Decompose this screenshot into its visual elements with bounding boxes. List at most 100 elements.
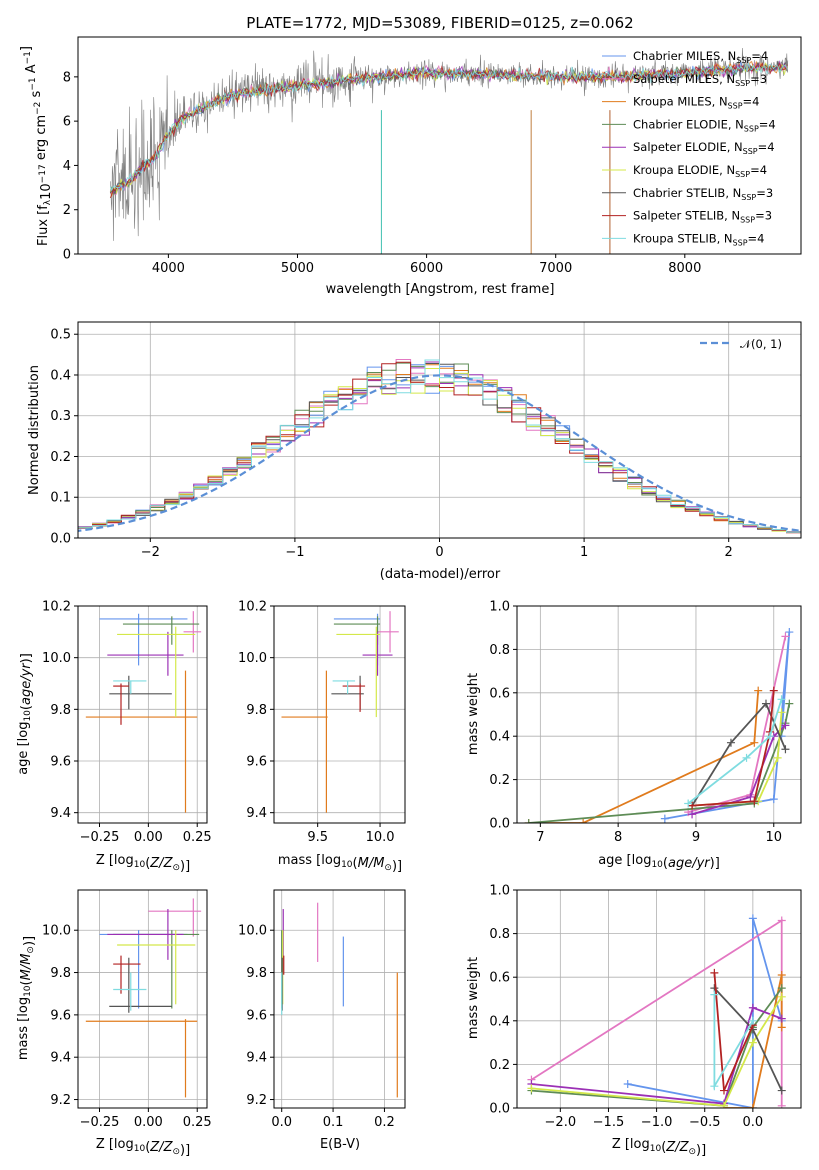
x-tick-label: 8000 — [668, 261, 701, 276]
y-tick-label: 9.8 — [246, 966, 267, 981]
weight-marker — [785, 628, 794, 637]
weight-marker — [748, 914, 757, 923]
axes-frame — [77, 36, 802, 255]
y-tick-label: 0.3 — [50, 409, 71, 424]
age_vs_Z-xlabel: Z [log10(Z/Z⊙)] — [96, 853, 190, 874]
legend-entry-7: Salpeter STELIB, NSSP=3 — [633, 209, 772, 225]
residuals-ylabel: Normed distribution — [27, 365, 42, 495]
model-spectrum-8 — [109, 62, 788, 192]
legend-entry-2: Kroupa MILES, NSSP=4 — [633, 95, 759, 111]
plot-area-mass_vs_Z — [85, 898, 202, 1098]
axes-frame — [77, 889, 208, 1109]
weight-marker — [710, 1082, 719, 1091]
y-tick-label: 8 — [63, 70, 71, 85]
axes-residuals: −2 −1 0 1 2 0.0 0.1 0.2 0.3 0.4 0.5 (data-model)/er… — [27, 321, 802, 582]
x-tick-label: 8 — [614, 830, 622, 845]
weight_vs_Z-ylabel: mass weight — [466, 957, 481, 1039]
y-tick-label: 9.2 — [246, 1093, 267, 1108]
spectrum-legend: Chabrier MILES, NSSP=4 Salpeter MILES, NS… — [602, 49, 776, 247]
x-tick-label: −0.25 — [80, 830, 120, 845]
axes-spectrum: 4000 5000 6000 7000 8000 0 2 4 6 8 wavelength [Ang… — [19, 36, 802, 297]
y-tick-label: 0.0 — [50, 532, 71, 547]
weight-marker — [710, 990, 719, 999]
x-tick-label: 5000 — [281, 261, 314, 276]
weight-series-0 — [627, 918, 783, 1108]
legend-entry-6: Chabrier STELIB, NSSP=3 — [633, 186, 773, 202]
y-tick-label: 0 — [63, 248, 71, 263]
figure-title: PLATE=1772, MJD=53089, FIBERID=0125, z=0… — [246, 14, 633, 32]
y-tick-label: 9.6 — [50, 1008, 71, 1023]
weight-marker — [742, 753, 751, 762]
y-tick-label: 10.0 — [238, 924, 267, 939]
axes-frame — [273, 605, 406, 824]
weight-marker — [748, 1016, 757, 1025]
y-tick-label: 9.8 — [246, 703, 267, 718]
x-tick-label: 9 — [692, 830, 700, 845]
residual-histogram-7 — [78, 361, 801, 534]
weight-marker — [777, 1023, 786, 1032]
weight-series-4 — [531, 1006, 783, 1105]
x-tick-label: 0.25 — [183, 830, 212, 845]
weight-series-2 — [724, 974, 783, 1108]
weight-series-7 — [692, 690, 775, 807]
y-tick-label: 0.4 — [50, 368, 71, 383]
weight-marker — [769, 686, 778, 695]
residual-histogram-8 — [78, 359, 801, 535]
legend-entry-8: Kroupa STELIB, NSSP=4 — [633, 231, 764, 247]
y-tick-label: 0.6 — [489, 686, 510, 701]
legend-entry-3: Chabrier ELODIE, NSSP=4 — [633, 117, 776, 133]
x-tick-label: 0.1 — [323, 1115, 344, 1130]
weight-marker — [726, 738, 735, 747]
y-tick-label: 10.2 — [238, 600, 267, 615]
weight-series-5 — [531, 996, 783, 1107]
y-tick-label: 0.2 — [489, 1058, 510, 1073]
weight-marker — [777, 1101, 786, 1108]
weight-marker — [527, 1084, 536, 1093]
weight_vs_age-ylabel: mass weight — [466, 673, 481, 755]
x-tick-label: −2.0 — [545, 1115, 577, 1130]
x-tick-label: 0.0 — [743, 1115, 764, 1130]
plot-area-mass_vs_ebv — [281, 902, 398, 1098]
weight-marker — [748, 1003, 757, 1012]
y-tick-label: 0.2 — [50, 450, 71, 465]
weight-marker — [777, 695, 786, 704]
weight-marker — [777, 1086, 786, 1095]
weight-marker — [750, 738, 759, 747]
x-tick-label: 7000 — [539, 261, 572, 276]
weight-marker — [710, 968, 719, 977]
weight-series-2 — [528, 690, 760, 823]
y-tick-label: 9.6 — [246, 755, 267, 770]
weight-series-5 — [692, 712, 783, 807]
y-tick-label: 9.4 — [50, 806, 71, 821]
y-tick-label: 9.4 — [246, 806, 267, 821]
x-tick-label: −1.5 — [593, 1115, 625, 1130]
plot-area-weight_vs_age — [524, 628, 794, 823]
y-tick-label: 0.6 — [489, 971, 510, 986]
mass_vs_Z-ylabel: mass [log10(M/M⊙)] — [16, 936, 37, 1060]
weight-marker — [754, 686, 763, 695]
plot-area-age_vs_Z — [85, 611, 202, 813]
y-tick-label: 0.8 — [489, 643, 510, 658]
y-tick-label: 9.6 — [246, 1008, 267, 1023]
spectrum-ylabel: Flux [fλ10−17 erg cm−2 s−1 A−1] — [19, 46, 54, 246]
y-tick-label: 9.4 — [50, 1051, 71, 1066]
x-tick-label: 1 — [580, 545, 588, 560]
y-tick-label: 0.0 — [489, 1102, 510, 1117]
weight-marker — [623, 1080, 632, 1089]
weight-series-6 — [691, 701, 787, 807]
weight-series-8 — [687, 699, 783, 805]
weight-marker — [777, 984, 786, 993]
y-tick-label: 2 — [63, 203, 71, 218]
legend-entry-5: Kroupa ELODIE, NSSP=4 — [633, 163, 767, 179]
axes-age_vs_Z: −0.25 0.00 0.25 9.4 9.6 9.8 10.0 10.2 Z [log10(Z… — [16, 600, 212, 875]
age_vs_Z-ylabel: age [log10(age/yr)] — [16, 653, 34, 775]
weight-marker — [750, 797, 759, 806]
y-tick-label: 10.2 — [42, 600, 71, 615]
x-tick-label: −1.0 — [641, 1115, 673, 1130]
y-tick-label: 0.4 — [489, 1014, 510, 1029]
weight_vs_Z-xlabel: Z [log10(Z/Z⊙)] — [612, 1137, 706, 1158]
weight-marker — [781, 745, 790, 754]
y-tick-label: 0.4 — [489, 730, 510, 745]
weight-marker — [765, 732, 774, 741]
